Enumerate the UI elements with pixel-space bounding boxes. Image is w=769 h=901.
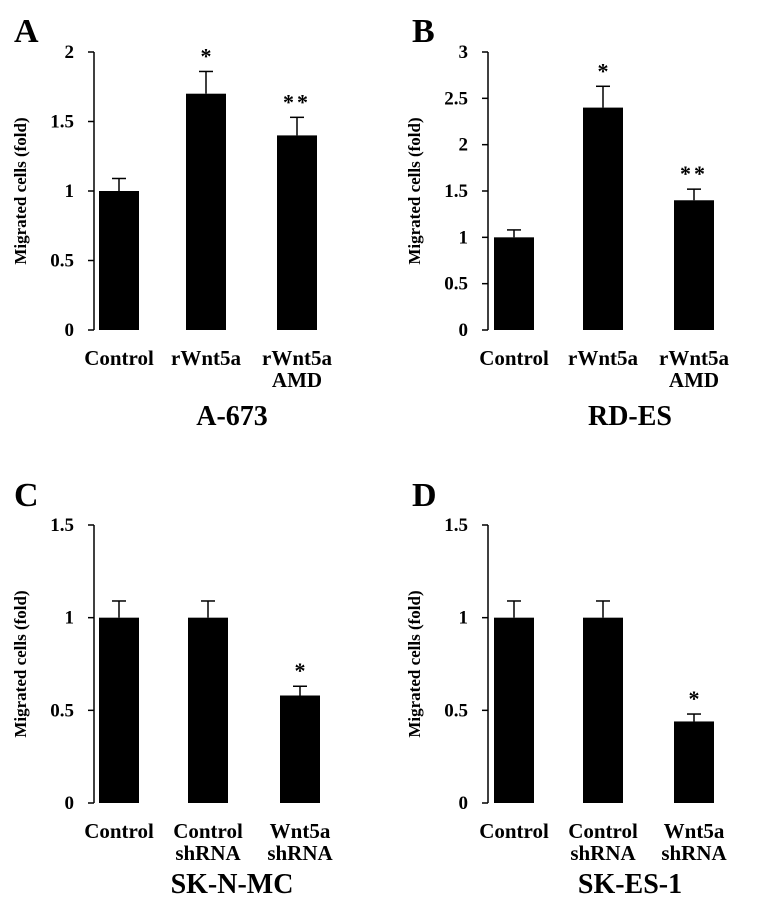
- panel-c: C Migrated cells (fold) 0 0.5 1 1.5 Control Con…: [11, 477, 334, 900]
- y-tick-label: 0: [459, 793, 469, 814]
- panel-d: D Migrated cells (fold) 0 0.5 1 1.5 Control Con…: [405, 477, 728, 900]
- x-category-label: rWnt5a: [568, 346, 638, 370]
- y-tick-label: 2.5: [444, 88, 468, 109]
- y-tick-label: 0.5: [50, 700, 74, 721]
- x-category-label: shRNA: [267, 841, 333, 865]
- x-category-label: rWnt5a: [262, 346, 332, 370]
- bar: [99, 617, 139, 803]
- significance-marker: *: [598, 58, 609, 83]
- bar: [494, 617, 534, 803]
- panel-title: A-673: [196, 401, 268, 432]
- x-category-label: AMD: [272, 368, 322, 392]
- bar: [280, 695, 320, 803]
- x-category-label: AMD: [669, 368, 719, 392]
- x-category-label: Control: [84, 346, 154, 370]
- y-tick-label: 0.5: [444, 274, 468, 295]
- y-axis-label: Migrated cells (fold): [11, 590, 30, 737]
- bar: [494, 237, 534, 330]
- y-tick-label: 1.5: [444, 515, 468, 536]
- y-tick-label: 3: [459, 42, 469, 63]
- y-tick-label: 0: [459, 320, 469, 341]
- y-axis-label: Migrated cells (fold): [405, 117, 424, 264]
- significance-marker: *: [689, 686, 700, 711]
- bar: [99, 191, 139, 330]
- x-category-label: Control: [173, 819, 243, 843]
- y-tick-label: 1.5: [444, 181, 468, 202]
- bar: [277, 135, 317, 330]
- bar: [583, 107, 623, 330]
- panel-title: RD-ES: [588, 401, 672, 432]
- x-category-label: Control: [479, 346, 549, 370]
- y-tick-label: 1: [65, 181, 75, 202]
- y-tick-label: 0.5: [444, 700, 468, 721]
- panel-letter: B: [412, 13, 435, 50]
- bar: [188, 617, 228, 803]
- bar: [674, 200, 714, 330]
- y-axis-label: Migrated cells (fold): [405, 590, 424, 737]
- x-category-label: shRNA: [570, 841, 636, 865]
- y-tick-label: 0: [65, 320, 75, 341]
- x-category-label: rWnt5a: [171, 346, 241, 370]
- bar: [674, 721, 714, 803]
- y-tick-label: 2: [459, 135, 469, 156]
- x-category-label: shRNA: [175, 841, 241, 865]
- significance-marker: **: [680, 161, 708, 186]
- panel-b: B Migrated cells (fold) 0 0.5 1 1.5 2 2.5 3 Contr…: [405, 13, 729, 432]
- y-tick-label: 2: [65, 42, 75, 63]
- panel-title: SK-ES-1: [578, 869, 682, 900]
- x-category-label: rWnt5a: [659, 346, 729, 370]
- x-category-label: shRNA: [661, 841, 727, 865]
- significance-marker: *: [295, 658, 306, 683]
- y-tick-label: 1.5: [50, 112, 74, 133]
- x-category-label: Wnt5a: [664, 819, 725, 843]
- y-axis-label: Migrated cells (fold): [11, 117, 30, 264]
- y-tick-label: 1: [459, 608, 469, 629]
- significance-marker: **: [283, 89, 311, 114]
- panel-letter: A: [14, 13, 39, 50]
- panel-title: SK-N-MC: [171, 869, 294, 900]
- x-category-label: Control: [479, 819, 549, 843]
- x-category-label: Wnt5a: [270, 819, 331, 843]
- bar: [583, 617, 623, 803]
- panel-letter: D: [412, 477, 437, 514]
- y-tick-label: 1: [459, 227, 469, 248]
- bar: [186, 93, 226, 330]
- x-category-label: Control: [84, 819, 154, 843]
- x-category-label: Control: [568, 819, 638, 843]
- y-tick-label: 0: [65, 793, 75, 814]
- y-tick-label: 1: [65, 608, 75, 629]
- significance-marker: *: [201, 43, 212, 68]
- panel-a: A Migrated cells (fold) 0 0.5 1 1.5 2 Control * r…: [11, 13, 332, 432]
- y-tick-label: 1.5: [50, 515, 74, 536]
- y-tick-label: 0.5: [50, 251, 74, 272]
- panel-letter: C: [14, 477, 39, 514]
